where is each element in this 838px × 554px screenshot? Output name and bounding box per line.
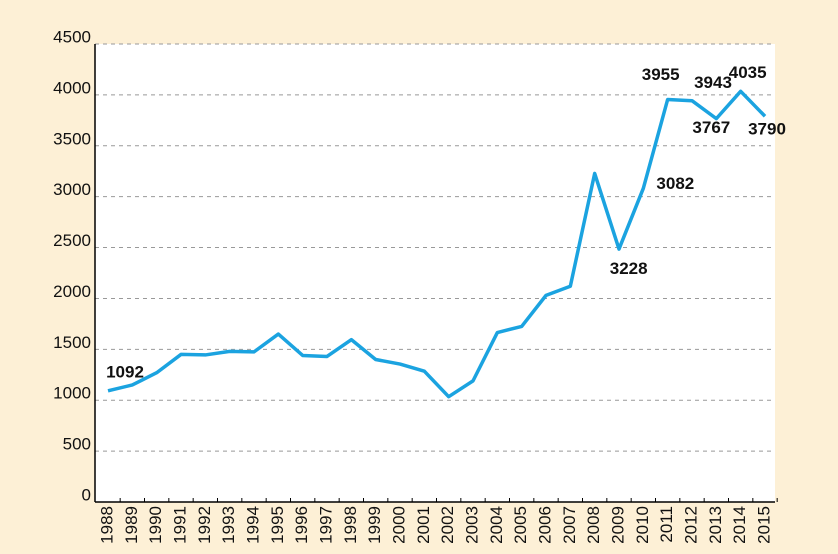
value-label: 3790	[748, 120, 786, 139]
x-tick-label: 2008	[584, 506, 603, 544]
value-label: 1092	[106, 362, 144, 381]
x-tick-label: 1992	[195, 506, 214, 544]
y-tick-label: 2000	[53, 282, 91, 301]
value-label: 3082	[656, 174, 694, 193]
data-line	[107, 89, 767, 399]
x-tick-label: 2012	[681, 506, 700, 544]
x-tick-label: 2010	[633, 506, 652, 544]
x-tick-label: 1998	[341, 506, 360, 544]
x-tick-label: 2001	[414, 506, 433, 544]
x-tick-label: 2002	[438, 506, 457, 544]
x-tick-label: 2005	[511, 506, 530, 544]
x-tick-label: 2009	[608, 506, 627, 544]
value-label: 3943	[694, 73, 732, 92]
y-tick-label: 3000	[53, 180, 91, 199]
y-tick-label: 500	[63, 435, 91, 454]
x-tick-label: 1988	[97, 506, 116, 544]
y-tick-label: 4500	[53, 27, 91, 46]
value-label: 3228	[610, 259, 648, 278]
x-tick-label: 1997	[316, 506, 335, 544]
y-tick-label: 2500	[53, 231, 91, 250]
x-tick-label: 2006	[535, 506, 554, 544]
x-tick-label: 2014	[730, 506, 749, 544]
x-tick-label: 2004	[487, 506, 506, 544]
x-tick-label: 2015	[754, 506, 773, 544]
x-tick-label: 2007	[560, 506, 579, 544]
y-tick-label: 4000	[53, 78, 91, 97]
x-tick-label: 1991	[170, 506, 189, 544]
x-tick-label: 2011	[657, 506, 676, 543]
x-tick-label: 1999	[365, 506, 384, 544]
y-tick-label: 0	[82, 485, 91, 504]
x-tick-label: 2013	[706, 506, 725, 544]
y-tick-label: 1000	[53, 384, 91, 403]
value-label: 3767	[692, 118, 730, 137]
x-tick-label: 1995	[268, 506, 287, 544]
x-tick-label: 2000	[389, 506, 408, 544]
y-tick-label: 1500	[53, 333, 91, 352]
x-tick-label: 1989	[122, 506, 141, 544]
value-label: 3955	[642, 65, 680, 84]
x-tick-label: 1994	[243, 506, 262, 544]
x-tick-label: 1993	[219, 506, 238, 544]
value-label: 4035	[729, 63, 767, 82]
x-tick-label: 1990	[146, 506, 165, 544]
x-tick-label: 2003	[462, 506, 481, 544]
x-tick-label: 1996	[292, 506, 311, 544]
y-tick-label: 3500	[53, 129, 91, 148]
plot-area	[95, 44, 775, 502]
